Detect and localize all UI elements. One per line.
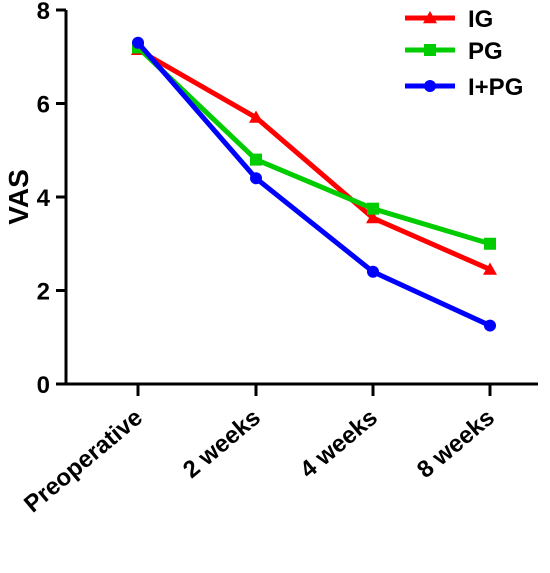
legend-item: IG xyxy=(405,6,493,33)
legend-marker xyxy=(424,80,436,92)
legend-marker xyxy=(423,11,437,24)
x-tick-label: 4 weeks xyxy=(295,404,383,484)
legend-label: I+PG xyxy=(468,74,523,101)
series-pg xyxy=(132,41,496,250)
y-axis-label: VAS xyxy=(3,169,34,225)
y-tick-label: 0 xyxy=(37,372,50,399)
series-line xyxy=(136,41,492,328)
series-ig xyxy=(131,42,497,275)
legend-marker xyxy=(424,44,436,56)
x-axis: Preoperative 2 weeks 4 weeks 8 weeks xyxy=(19,382,538,518)
x-tick-label: Preoperative xyxy=(19,404,148,518)
x-ticks: Preoperative 2 weeks 4 weeks 8 weeks xyxy=(19,384,500,518)
data-point xyxy=(132,36,144,49)
legend: IG PG I+PG xyxy=(405,6,523,101)
legend-item: PG xyxy=(405,38,503,65)
y-tick-label: 4 xyxy=(37,185,51,212)
y-tick-label: 6 xyxy=(37,92,50,119)
y-axis: VAS 0 2 4 6 8 xyxy=(3,0,68,399)
series-group xyxy=(131,36,497,332)
legend-item: I+PG xyxy=(405,74,523,101)
data-point xyxy=(366,211,380,224)
data-point xyxy=(484,237,496,250)
y-tick-label: 8 xyxy=(37,0,50,25)
data-point xyxy=(367,202,379,215)
data-point xyxy=(249,110,263,123)
y-tick-label: 2 xyxy=(37,279,50,306)
data-point xyxy=(484,319,496,332)
legend-label: PG xyxy=(468,38,503,65)
data-point xyxy=(367,265,379,278)
data-point xyxy=(250,172,262,185)
x-tick-label: 2 weeks xyxy=(178,404,266,484)
series-i-pg xyxy=(132,36,496,332)
data-point xyxy=(483,262,497,275)
y-ticks: 0 2 4 6 8 xyxy=(37,0,66,399)
series-line xyxy=(136,47,492,272)
data-point xyxy=(250,153,262,166)
legend-label: IG xyxy=(468,6,493,33)
series-line xyxy=(136,45,491,247)
x-tick-label: 8 weeks xyxy=(412,404,500,484)
